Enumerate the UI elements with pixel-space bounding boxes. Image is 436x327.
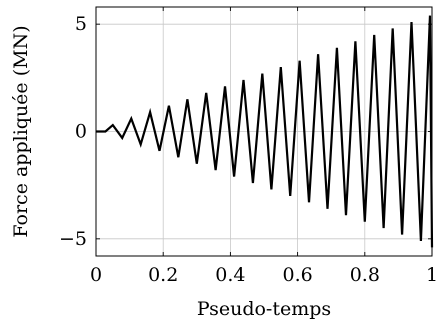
y-tick-label: −5 bbox=[59, 228, 87, 250]
x-tick-label: 0.8 bbox=[350, 264, 380, 286]
series-line bbox=[96, 15, 434, 248]
x-tick-label: 0.2 bbox=[148, 264, 178, 286]
series-layer bbox=[96, 15, 434, 248]
x-tick-label: 0.6 bbox=[282, 264, 312, 286]
x-tick-label: 0.4 bbox=[215, 264, 245, 286]
grid bbox=[95, 7, 433, 256]
y-axis-label: Force appliquée (MN) bbox=[10, 25, 32, 237]
x-tick-label: 0 bbox=[90, 264, 102, 286]
x-tick-label: 1 bbox=[426, 264, 436, 286]
ticks: 0 0.2 0.4 0.6 0.8 1−505 bbox=[59, 7, 436, 286]
x-axis-label: Pseudo-temps bbox=[197, 298, 331, 320]
y-tick-label: 5 bbox=[75, 13, 87, 35]
y-tick-label: 0 bbox=[75, 121, 87, 143]
